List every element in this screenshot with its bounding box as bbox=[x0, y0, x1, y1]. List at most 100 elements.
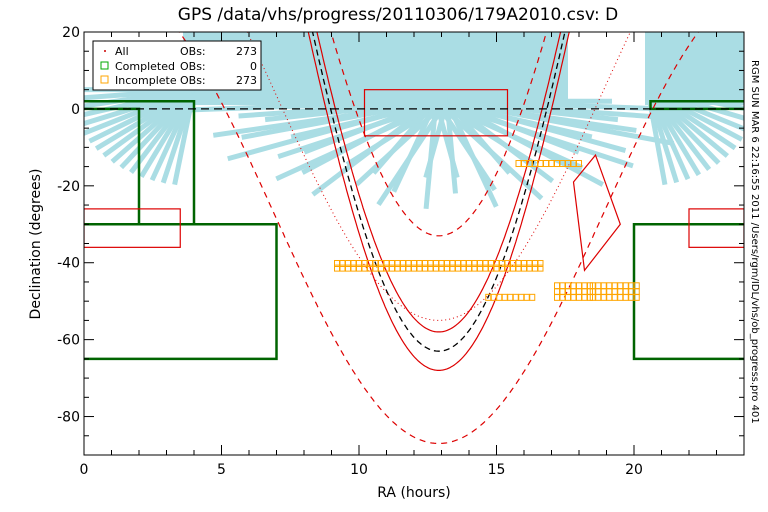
legend-label-all: All bbox=[115, 45, 129, 58]
sky-spoke bbox=[446, 98, 580, 155]
y-tick-label: 20 bbox=[62, 25, 80, 41]
legend-count-incomplete: 273 bbox=[236, 74, 257, 87]
incomplete-ob-tile bbox=[529, 293, 536, 301]
field-boxes bbox=[84, 89, 744, 272]
incomplete-ob-tile bbox=[595, 288, 602, 296]
incomplete-ob-tile bbox=[554, 293, 560, 301]
field-box-tilted bbox=[572, 153, 621, 272]
plane-offset-curve bbox=[316, 32, 562, 333]
incomplete-ob-tile bbox=[633, 293, 640, 301]
plot-area bbox=[84, 32, 744, 445]
incomplete-ob-tiles bbox=[334, 160, 640, 301]
incomplete-ob-tile bbox=[622, 282, 629, 290]
plane-limit-curve bbox=[178, 32, 699, 445]
legend-unit-all: OBs: bbox=[180, 45, 206, 58]
incomplete-ob-tile bbox=[611, 282, 618, 290]
incomplete-ob-tile bbox=[622, 288, 629, 296]
y-tick-label: -60 bbox=[57, 333, 80, 349]
side-note: RGM SUN MAR 6 22:16:55 2011 /Users/rgm/I… bbox=[749, 60, 760, 424]
incomplete-ob-tile bbox=[606, 293, 613, 301]
x-tick-label: 15 bbox=[488, 462, 506, 478]
legend-count-all: 273 bbox=[236, 45, 257, 58]
incomplete-ob-tile bbox=[554, 282, 560, 290]
incomplete-ob-tile bbox=[611, 293, 618, 301]
sky-spoke bbox=[423, 100, 450, 179]
legend-unit-completed: OBs: bbox=[180, 60, 206, 73]
sky-spoke bbox=[446, 98, 675, 146]
field-box-right bbox=[688, 208, 744, 248]
incomplete-ob-tile bbox=[611, 288, 618, 296]
incomplete-ob-tile bbox=[570, 293, 577, 301]
incomplete-ob-tile bbox=[581, 282, 588, 290]
sky-spoke bbox=[376, 99, 450, 207]
incomplete-ob-tile bbox=[600, 288, 607, 296]
y-tick-label: 0 bbox=[71, 102, 80, 118]
x-tick-label: 20 bbox=[625, 462, 643, 478]
incomplete-ob-tile bbox=[523, 293, 530, 301]
chart-title: GPS /data/vhs/progress/20110306/179A2010… bbox=[178, 5, 618, 25]
incomplete-ob-tile bbox=[595, 293, 602, 301]
legend-marker-incomplete bbox=[100, 75, 109, 84]
legend-count-completed: 0 bbox=[250, 60, 257, 73]
incomplete-ob-tile bbox=[537, 264, 544, 272]
incomplete-ob-tile bbox=[512, 293, 519, 301]
incomplete-ob-tile bbox=[576, 293, 582, 301]
incomplete-ob-tile bbox=[617, 282, 624, 290]
incomplete-ob-tile bbox=[576, 160, 582, 168]
sky-spoke bbox=[445, 99, 605, 187]
sky-background bbox=[84, 32, 744, 210]
incomplete-ob-tile bbox=[600, 282, 607, 290]
plane-offset-curve bbox=[307, 32, 570, 371]
field-box-left bbox=[84, 208, 181, 248]
sky-spoke bbox=[354, 99, 449, 187]
incomplete-ob-tile bbox=[570, 288, 577, 296]
legend-box bbox=[92, 40, 262, 91]
incomplete-ob-tile bbox=[622, 293, 629, 301]
legend-label-incomplete: Incomplete bbox=[115, 74, 177, 87]
x-tick-label: 0 bbox=[80, 462, 89, 478]
legend-entry-all: All OBs: 273 bbox=[104, 45, 257, 58]
incomplete-ob-tile bbox=[576, 282, 582, 290]
incomplete-ob-tile bbox=[606, 288, 613, 296]
x-tick-label: 10 bbox=[350, 462, 368, 478]
sky-spoke bbox=[275, 98, 449, 182]
incomplete-ob-tile bbox=[507, 293, 514, 301]
incomplete-ob-tile bbox=[548, 160, 555, 168]
incomplete-ob-tile bbox=[581, 293, 588, 301]
incomplete-ob-tile bbox=[570, 282, 577, 290]
incomplete-ob-tile bbox=[543, 160, 549, 168]
galactic-plane-curve bbox=[311, 32, 566, 352]
legend-unit-incomplete: OBs: bbox=[180, 74, 206, 87]
plane-curves bbox=[84, 32, 744, 445]
legend-label-completed: Completed bbox=[115, 60, 175, 73]
incomplete-ob-tile bbox=[600, 293, 607, 301]
y-tick-label: -40 bbox=[57, 256, 80, 272]
sky-spoke bbox=[444, 100, 499, 208]
axes: 0 5 10 15 20 20 0 -20 -40 -60 -80 bbox=[57, 25, 745, 478]
legend-marker-completed bbox=[100, 61, 109, 70]
legend-entry-incomplete: Incomplete OBs: 273 bbox=[100, 74, 257, 87]
incomplete-ob-tile bbox=[559, 288, 566, 296]
incomplete-ob-tile bbox=[515, 160, 522, 168]
sky-spoke bbox=[345, 99, 449, 167]
incomplete-ob-tile bbox=[565, 293, 571, 301]
incomplete-ob-tile bbox=[606, 282, 613, 290]
legend-entry-completed: Completed OBs: 0 bbox=[100, 60, 257, 73]
incomplete-ob-tile bbox=[554, 288, 560, 296]
sky-spoke bbox=[445, 99, 512, 175]
y-tick-label: -20 bbox=[57, 179, 80, 195]
incomplete-ob-tile bbox=[576, 288, 582, 296]
incomplete-ob-tile bbox=[518, 293, 525, 301]
legend: All OBs: 273 Completed OBs: 0 Incomplete… bbox=[92, 40, 262, 91]
incomplete-ob-tile bbox=[617, 293, 624, 301]
x-axis-label: RA (hours) bbox=[377, 485, 450, 501]
legend-marker-all bbox=[104, 50, 106, 52]
y-tick-label: -80 bbox=[57, 410, 80, 426]
sky-spoke bbox=[444, 100, 458, 194]
incomplete-ob-tile bbox=[595, 282, 602, 290]
sky-spoke bbox=[212, 98, 448, 138]
field-box-center bbox=[363, 89, 509, 137]
incomplete-ob-tile bbox=[581, 288, 588, 296]
x-tick-label: 5 bbox=[217, 462, 226, 478]
